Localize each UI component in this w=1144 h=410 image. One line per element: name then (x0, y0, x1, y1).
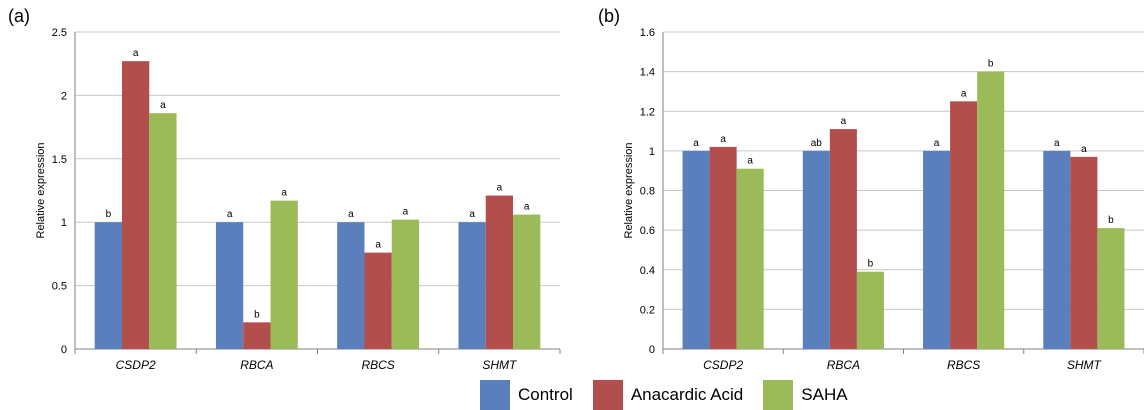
chart-b-y-tick-label: 0.6 (640, 225, 655, 237)
chart-b-bar-saha (977, 71, 1005, 349)
panel-label-b: (b) (598, 6, 620, 26)
chart-b-data-label: ab (811, 138, 823, 149)
chart-b-bar-anacardic-acid (829, 129, 857, 349)
chart-b-data-label: a (1054, 138, 1060, 149)
chart-b-y-tick-label: 1.6 (640, 27, 655, 39)
chart-a-bar-saha (513, 214, 541, 349)
chart-b-data-label: a (747, 156, 753, 167)
chart-b-data-label: b (1108, 215, 1114, 226)
chart-a-data-label: a (227, 209, 233, 220)
chart-a-bar-anacardic-acid (485, 195, 514, 349)
chart-a-x-tick-label: SHMT (482, 358, 518, 372)
chart-a-bar-saha (391, 219, 420, 349)
chart-b-y-axis-label: Relative expression (623, 143, 635, 239)
chart-b-bar-saha (736, 168, 764, 349)
chart-b-bar-anacardic-acid (709, 146, 737, 349)
chart-a-data-label: a (375, 240, 381, 251)
chart-a-bar-control (94, 222, 122, 349)
legend-item-saha: SAHA (763, 380, 848, 410)
chart-a-bar-control (215, 222, 244, 349)
legend-swatch-saha (763, 380, 794, 410)
chart-a-x-tick-label: RBCA (240, 358, 273, 372)
chart-canvas: 0 0.5 1 1.5 2 2.5 Relative expression b a a CSDP2 a… (35, 27, 1144, 372)
chart-b-y-tick-label: 0.4 (640, 265, 655, 277)
legend-item-control: Control (480, 380, 573, 410)
chart-b-data-label: a (841, 116, 847, 127)
chart-a-data-label: a (403, 207, 409, 218)
chart-b-bar-saha (1097, 228, 1125, 349)
chart-legend: Control Anacardic Acid SAHA (480, 380, 848, 410)
chart-a-bar-saha (270, 200, 298, 349)
chart-b-y-tick-label: 1.2 (640, 106, 655, 118)
chart-b-data-label: a (720, 134, 726, 145)
chart-b-data-label: a (934, 138, 940, 149)
panel-label-a: (a) (8, 6, 30, 26)
chart-a-y-tick-label: 2.5 (52, 27, 67, 39)
chart-b-y-tick-label: 1 (649, 146, 655, 158)
chart-a-y-tick-label: 0.5 (52, 281, 67, 293)
chart-a-bar-anacardic-acid (121, 61, 150, 349)
chart-a-bar-saha (149, 113, 177, 349)
chart-a-data-label: a (497, 183, 503, 194)
chart-a-data-label: a (348, 209, 354, 220)
chart-b-data-label: a (961, 88, 967, 99)
chart-b-y-tick-label: 0 (649, 344, 655, 356)
chart-b-y-tick-label: 0.8 (640, 186, 655, 198)
chart-b-bar-control (802, 150, 830, 349)
chart-a-data-label: a (524, 202, 530, 213)
chart-b-bar-control (682, 150, 710, 349)
chart-a-bar-control (337, 222, 365, 349)
chart-a-x-tick-label: CSDP2 (116, 358, 156, 372)
chart-a-y-axis-label: Relative expression (35, 143, 47, 239)
chart-b-bar-control (923, 150, 951, 349)
chart-a-data-label: a (281, 188, 287, 199)
chart-a-bar-anacardic-acid (243, 322, 271, 349)
legend-swatch-control (480, 380, 510, 410)
legend-label-anacardic-acid: Anacardic Acid (630, 385, 744, 404)
legend-swatch-anacardic-acid (592, 380, 623, 410)
chart-a-data-label: b (106, 209, 112, 220)
legend-item-anacardic-acid: Anacardic Acid (592, 380, 744, 410)
chart-b-y-tick-label: 0.2 (640, 304, 655, 316)
chart-a-bar-anacardic-acid (364, 252, 392, 349)
chart-b-data-label: b (868, 259, 874, 270)
chart-b-bar-anacardic-acid (1070, 156, 1098, 349)
legend-label-saha: SAHA (801, 385, 848, 404)
chart-a-data-label: b (254, 309, 260, 320)
chart-b-data-label: a (1081, 144, 1087, 155)
chart-a-y-tick-label: 1.5 (52, 154, 67, 166)
chart-b-x-tick-label: SHMT (1067, 358, 1103, 372)
chart-b-y-tick-label: 1.4 (640, 67, 655, 79)
chart-b-bar-saha (856, 271, 884, 349)
chart-a-x-tick-label: RBCS (361, 358, 394, 372)
chart-b-bar-control (1043, 150, 1071, 349)
chart-a-y-tick-label: 0 (61, 344, 67, 356)
chart-b-x-tick-label: RBCA (827, 358, 860, 372)
chart-b-data-label: b (988, 59, 994, 70)
chart-a-data-label: a (160, 100, 166, 111)
chart-a-data-label: a (469, 209, 475, 220)
chart-a-bar-control (458, 222, 486, 349)
chart-a-y-tick-label: 1 (61, 217, 67, 229)
chart-b-data-label: a (693, 138, 699, 149)
legend-label-control: Control (518, 385, 573, 404)
chart-b-x-tick-label: RBCS (947, 358, 980, 372)
chart-b-x-tick-label: CSDP2 (703, 358, 743, 372)
chart-a-data-label: a (133, 48, 139, 59)
chart-a-y-tick-label: 2 (61, 90, 67, 102)
chart-b-bar-anacardic-acid (950, 101, 978, 349)
